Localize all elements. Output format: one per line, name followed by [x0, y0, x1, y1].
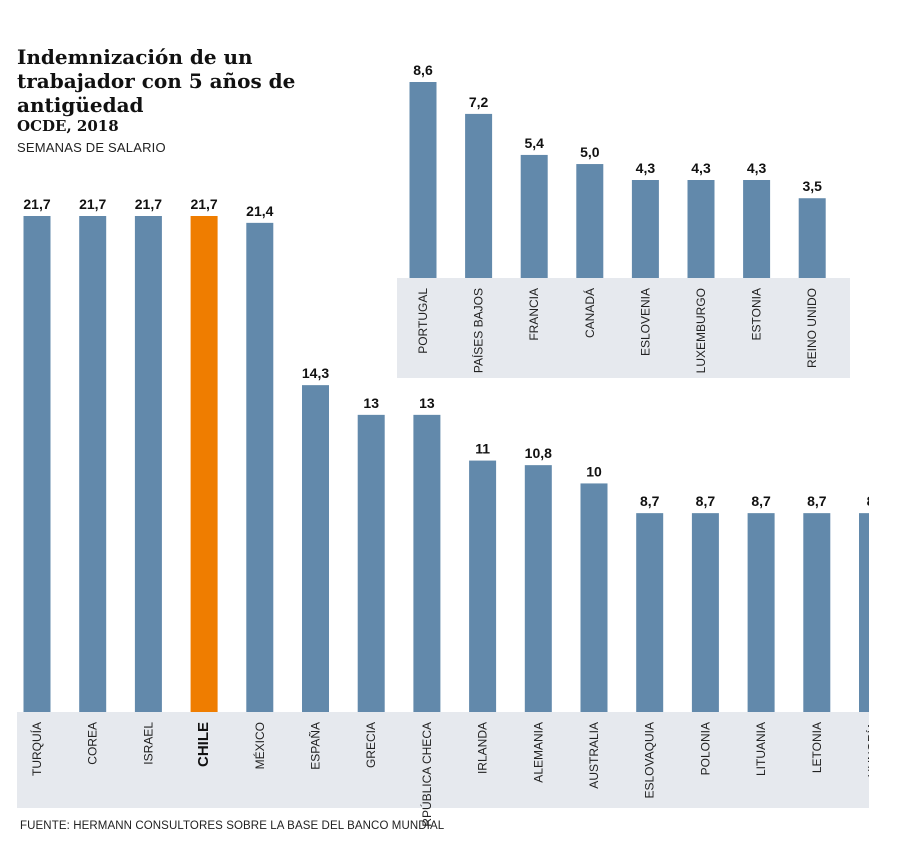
source-note: FUENTE: HERMANN CONSULTORES SOBRE LA BAS… — [20, 820, 445, 832]
category-label: TURQUÍA — [29, 722, 44, 776]
bar — [520, 154, 548, 278]
value-label: 3,5 — [802, 178, 822, 194]
category-label: MÉXICO — [252, 722, 267, 769]
value-label: 8,6 — [413, 62, 433, 78]
bar — [524, 465, 552, 712]
category-label: FRANCIA — [527, 288, 541, 341]
value-label: 8,7 — [696, 493, 716, 509]
category-label: RPÚBLICA CHECA — [419, 722, 434, 827]
category-label: CHILE — [195, 722, 212, 767]
value-label: 14,3 — [302, 365, 329, 381]
category-label: AUSTRALIA — [587, 722, 601, 789]
category-label: CANADÁ — [582, 288, 597, 338]
category-axis-band — [17, 712, 869, 808]
bar — [79, 216, 107, 712]
value-label: 7,2 — [469, 94, 489, 110]
value-label: 4,3 — [636, 160, 656, 176]
category-axis-band — [397, 278, 850, 378]
value-label: 21,7 — [135, 196, 162, 212]
category-label: ESLOVAQUIA — [643, 722, 657, 798]
value-label: 13 — [419, 395, 435, 411]
bar — [246, 222, 274, 712]
category-label: HUNGRÍA — [865, 722, 880, 777]
value-label: 10 — [586, 463, 602, 479]
value-label: 21,4 — [246, 203, 273, 219]
category-label: ESPAÑA — [309, 722, 323, 770]
chart-title: Indemnización de un trabajador con 5 año… — [17, 45, 296, 117]
bar — [580, 483, 608, 712]
category-label: POLONIA — [698, 722, 712, 775]
value-label: 5,0 — [580, 144, 600, 160]
category-label: ALEMANIA — [531, 722, 545, 783]
category-label: PORTUGAL — [416, 288, 430, 354]
category-label: IRLANDA — [476, 722, 490, 774]
value-label: 21,7 — [79, 196, 106, 212]
category-label: ESLOVENIA — [638, 288, 652, 356]
category-label: LUXEMBURGO — [694, 288, 708, 373]
bar — [576, 164, 604, 278]
value-label: 8,7 — [807, 493, 827, 509]
value-label: 8,7 — [640, 493, 660, 509]
value-label: 11 — [475, 441, 490, 457]
bar — [798, 198, 826, 278]
bar — [691, 513, 719, 712]
value-label: 21,7 — [190, 196, 217, 212]
bar — [743, 180, 771, 278]
bar — [190, 216, 218, 712]
bar — [631, 180, 659, 278]
bar — [409, 82, 437, 278]
category-label: REINO UNIDO — [805, 288, 819, 368]
category-label: ISRAEL — [141, 722, 155, 765]
value-label: 4,3 — [747, 160, 767, 176]
category-label: LITUANIA — [754, 722, 768, 776]
bar — [302, 385, 329, 712]
category-label: LETONIA — [810, 722, 824, 773]
chart-subtitle: OCDE, 2018 — [17, 117, 119, 135]
units-label: SEMANAS DE SALARIO — [17, 140, 166, 155]
bar — [465, 113, 493, 278]
value-label: 13 — [363, 395, 379, 411]
category-label: COREA — [86, 722, 100, 765]
value-label: 8, — [867, 493, 879, 509]
bar — [636, 513, 664, 712]
bar — [687, 180, 715, 278]
value-label: 21,7 — [23, 196, 50, 212]
bar — [747, 513, 775, 712]
category-label: PAÍSES BAJOS — [471, 288, 486, 373]
bar — [23, 216, 51, 712]
bar — [134, 216, 162, 712]
category-label: ESTONIA — [750, 288, 764, 340]
value-label: 8,7 — [751, 493, 771, 509]
value-label: 5,4 — [524, 135, 544, 151]
category-label: GRECIA — [364, 722, 378, 768]
bar — [859, 513, 869, 712]
bar — [357, 414, 385, 712]
bar — [803, 513, 831, 712]
value-label: 10,8 — [525, 445, 552, 461]
inset-chart: 8,6 PORTUGAL 7,2 PAÍSES BAJOS 5,4 FRANCIA 5,0 C… — [397, 62, 850, 378]
value-label: 4,3 — [691, 160, 711, 176]
bar — [413, 414, 441, 712]
bar — [469, 460, 497, 712]
main-chart: 21,7 TURQUÍA 21,7 COREA 21,7 ISRAEL 21,7 CHILE 2… — [17, 196, 880, 827]
